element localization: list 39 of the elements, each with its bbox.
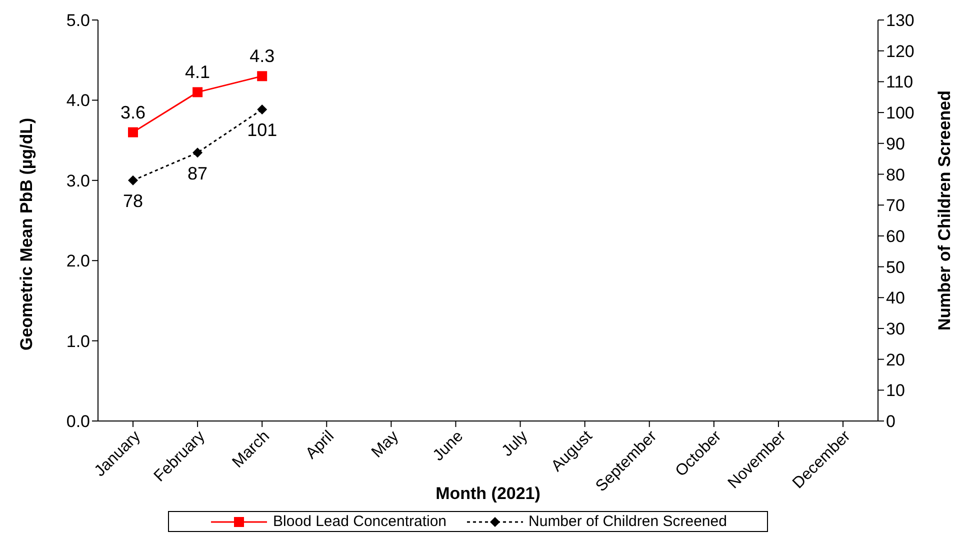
y2-tick-label: 20	[886, 350, 905, 370]
y2-tick-label: 130	[886, 11, 914, 30]
point	[257, 71, 268, 82]
legend-label: Number of Children Screened	[528, 513, 727, 530]
data-label: 4.1	[185, 62, 210, 82]
y2-tick-label: 50	[886, 258, 905, 277]
y-tick-label: 1.0	[66, 332, 90, 351]
x-tick-label: May	[368, 428, 402, 462]
point	[128, 175, 138, 186]
x-tick-label: July	[498, 428, 532, 460]
y2-tick-label: 110	[886, 72, 914, 92]
y2-tick-label: 70	[886, 196, 905, 216]
y2-tick-label: 30	[886, 319, 905, 338]
point	[257, 104, 268, 114]
y2-tick-label: 100	[886, 104, 914, 123]
y2-tick-label: 10	[886, 381, 905, 400]
data-label: 101	[247, 120, 278, 140]
y-tick-label: 3.0	[66, 171, 90, 190]
y2-tick-label: 60	[886, 226, 905, 246]
y2-tick-label: 40	[886, 288, 905, 308]
y-tick-label: 2.0	[66, 252, 90, 271]
y-tick-label: 4.0	[66, 91, 90, 110]
data-label: 4.3	[250, 46, 275, 66]
data-label: 3.6	[120, 102, 146, 122]
point	[128, 127, 138, 138]
y2-tick-label: 80	[886, 165, 905, 184]
y2-axis-title: Number of Children Screened	[935, 90, 954, 330]
point	[192, 148, 203, 158]
legend-label: Blood Lead Concentration	[273, 513, 447, 530]
y2-tick-label: 120	[886, 42, 914, 61]
data-label: 87	[188, 163, 208, 184]
y2-tick-label: 0	[886, 412, 896, 432]
data-label: 78	[122, 191, 144, 212]
point	[192, 87, 203, 98]
y-tick-label: 0.0	[66, 412, 90, 432]
y2-tick-label: 90	[886, 134, 905, 154]
y-axis-title: Geometric Mean PbB (µg/dL)	[17, 118, 36, 350]
x-axis-title: Month (2021)	[436, 484, 540, 503]
y-tick-label: 5.0	[66, 11, 90, 30]
